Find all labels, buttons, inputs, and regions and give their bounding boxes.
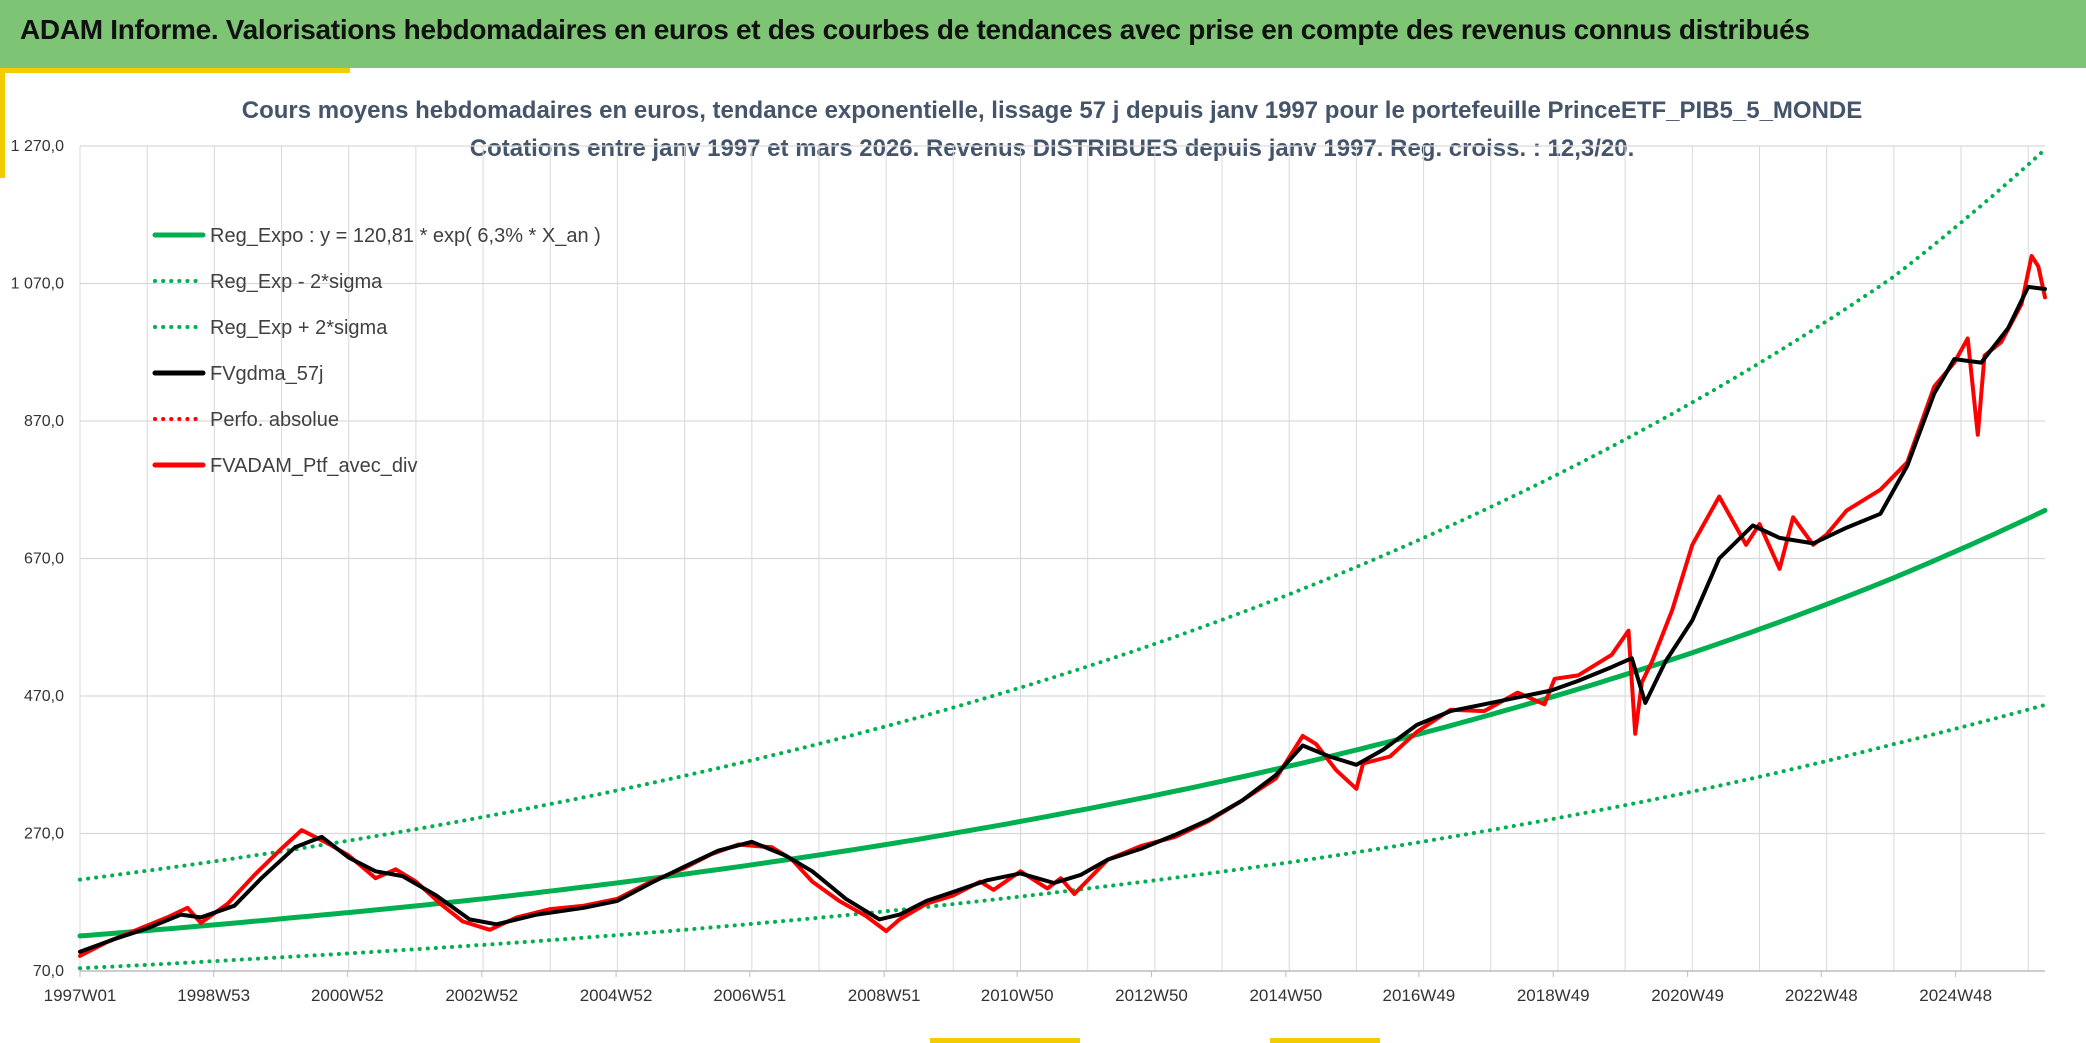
legend-label: FVADAM_Ptf_avec_div — [210, 455, 418, 477]
accent-stripe-top — [0, 68, 350, 73]
accent-stripe-bottom-right — [1270, 1038, 1380, 1043]
chart-title-line2: Cotations entre janv 1997 et mars 2026. … — [470, 135, 1635, 162]
x-tick-label: 2012W50 — [1115, 986, 1188, 1005]
legend-label: Reg_Expo : y = 120,81 * exp( 6,3% * X_an… — [210, 225, 601, 247]
x-tick-label: 2008W51 — [848, 986, 921, 1005]
y-tick-label: 70,0 — [33, 963, 64, 980]
x-tick-label: 2018W49 — [1517, 986, 1590, 1005]
x-tick-label: 2014W50 — [1249, 986, 1322, 1005]
series-line-0 — [77, 507, 2048, 939]
chart-legend: Reg_Expo : y = 120,81 * exp( 6,3% * X_an… — [152, 225, 601, 477]
page-title: ADAM Informe. Valorisations hebdomadaire… — [20, 14, 1810, 45]
header-bar: ADAM Informe. Valorisations hebdomadaire… — [0, 0, 2086, 68]
x-tick-label: 2020W49 — [1651, 986, 1724, 1005]
y-axis-ticks: 70,0 270,0 470,0 670,0 870,0 1 070,0 1 270,0 — [11, 138, 64, 980]
accent-stripe-bottom — [930, 1038, 1080, 1043]
legend-label: Reg_Exp - 2*sigma — [210, 271, 383, 293]
legend-label: Perfo. absolue — [210, 409, 339, 431]
series-line-1 — [78, 702, 2047, 971]
y-tick-label: 470,0 — [24, 688, 64, 705]
y-tick-label: 670,0 — [24, 551, 64, 568]
series-line-3 — [78, 284, 2047, 954]
y-tick-label: 1 270,0 — [11, 138, 64, 155]
x-tick-label: 2010W50 — [981, 986, 1054, 1005]
x-tick-label: 2024W48 — [1919, 986, 1992, 1005]
x-tick-label: 2000W52 — [311, 986, 384, 1005]
x-tick-label: 1997W01 — [44, 986, 117, 1005]
accent-stripe-left — [0, 68, 5, 178]
x-tick-label: 1998W53 — [177, 986, 250, 1005]
series-line-2 — [78, 147, 2047, 882]
y-tick-label: 270,0 — [24, 826, 64, 843]
y-tick-label: 1 070,0 — [11, 276, 64, 293]
x-tick-label: 2022W48 — [1785, 986, 1858, 1005]
x-axis-ticks: 1997W01 1998W53 2000W52 2002W52 2004W52 2006W… — [44, 971, 1992, 1005]
chart-title-line1: Cours moyens hebdomadaires en euros, ten… — [242, 97, 1863, 124]
y-tick-label: 870,0 — [24, 413, 64, 430]
x-tick-label: 2016W49 — [1382, 986, 1455, 1005]
legend-label: Reg_Exp + 2*sigma — [210, 317, 388, 339]
legend-label: FVgdma_57j — [210, 363, 323, 385]
x-tick-label: 2002W52 — [445, 986, 518, 1005]
x-tick-label: 2004W52 — [580, 986, 653, 1005]
series-line-4 — [78, 254, 2047, 958]
chart-gridlines — [79, 145, 2045, 972]
x-tick-label: 2006W51 — [713, 986, 786, 1005]
chart-series — [77, 147, 2048, 971]
